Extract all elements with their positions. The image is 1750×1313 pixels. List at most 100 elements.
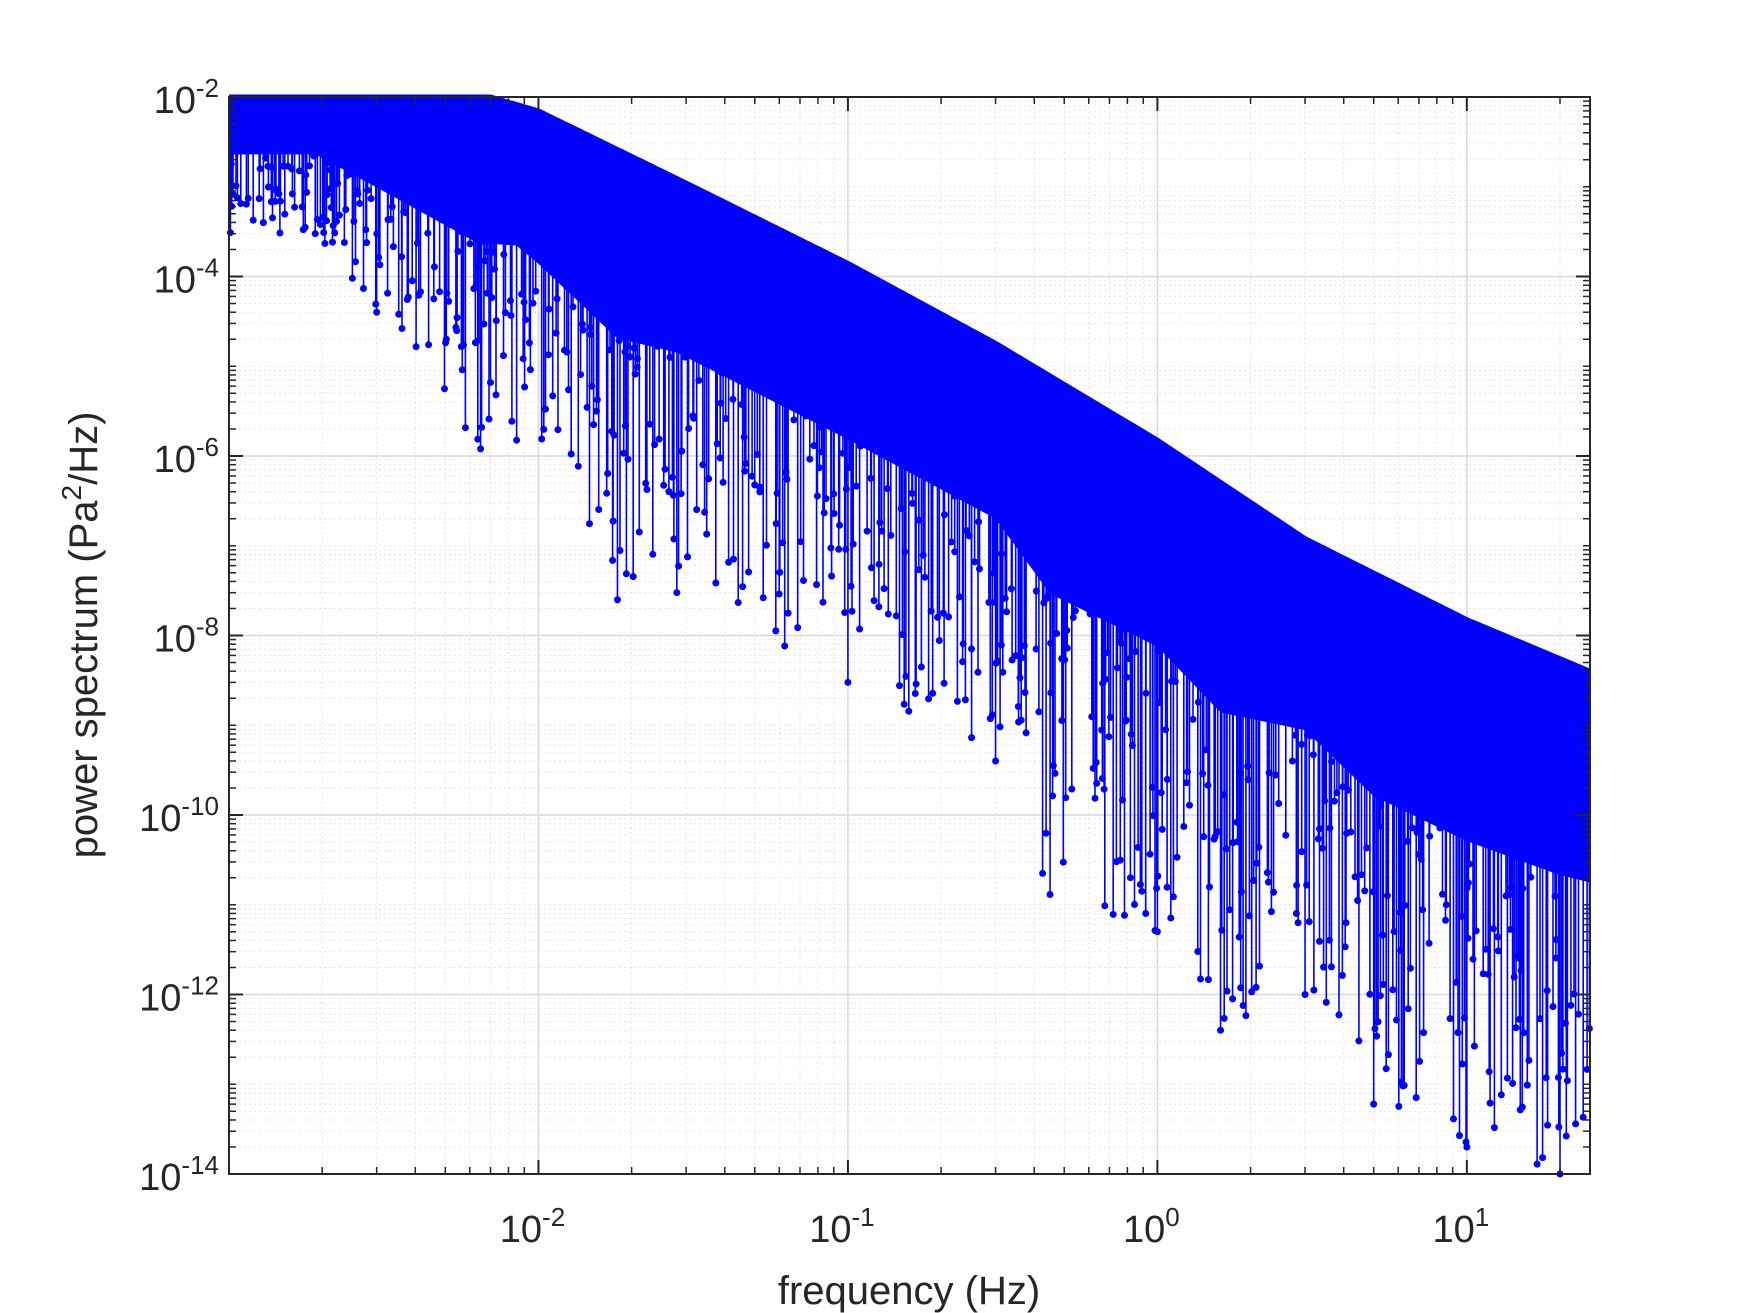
spectrum-point xyxy=(961,696,969,704)
spectrum-point xyxy=(615,337,623,345)
spectrum-point xyxy=(603,489,611,497)
spectrum-point xyxy=(1283,702,1291,710)
spectrum-point xyxy=(1425,939,1433,947)
spectrum-point xyxy=(646,420,654,428)
spectrum-point xyxy=(651,441,659,449)
spectrum-point xyxy=(1131,648,1139,655)
spectrum-point xyxy=(929,689,937,697)
x-tick-labels: 10-2 10-1 100 101 xyxy=(500,1202,1489,1251)
spectrum-point xyxy=(1305,918,1313,926)
spectrum-point xyxy=(948,538,956,546)
y-tick-label: 10-6 xyxy=(154,432,219,481)
spectrum-point xyxy=(1342,919,1350,927)
spectrum-point xyxy=(1442,901,1450,909)
spectrum-point xyxy=(975,518,983,526)
spectrum-point xyxy=(1062,794,1070,802)
spectrum-point xyxy=(1239,1002,1247,1009)
spectrum-point xyxy=(453,314,461,322)
spectrum-point xyxy=(794,624,802,632)
spectrum-point xyxy=(259,219,267,227)
spectrum-point xyxy=(609,556,617,564)
spectrum-point xyxy=(945,613,953,621)
spectrum-point xyxy=(819,598,827,606)
spectrum-point xyxy=(690,414,698,422)
spectrum-point xyxy=(1544,1121,1552,1129)
spectrum-point xyxy=(494,225,502,233)
spectrum-point xyxy=(1051,769,1059,777)
spectrum-point xyxy=(852,482,860,490)
spectrum-point xyxy=(759,594,767,602)
spectrum-point xyxy=(1509,1079,1517,1087)
spectrum-point xyxy=(974,668,982,676)
spectrum-point xyxy=(569,303,577,311)
spectrum-point xyxy=(540,425,548,433)
spectrum-point xyxy=(830,510,838,517)
spectrum-point xyxy=(649,550,657,558)
spectrum-point xyxy=(745,568,753,576)
spectrum-point xyxy=(1070,599,1078,607)
spectrum-point xyxy=(828,572,836,580)
y-axis-label: power spectrum (Pa2/Hz) xyxy=(56,412,106,859)
spectrum-point xyxy=(1235,933,1243,941)
spectrum-point xyxy=(256,165,264,173)
spectrum-point xyxy=(864,419,872,427)
spectrum-point xyxy=(1136,881,1144,888)
spectrum-point xyxy=(887,531,895,539)
spectrum-point xyxy=(940,679,948,687)
spectrum-point xyxy=(643,486,651,493)
spectrum-point xyxy=(542,405,549,413)
spectrum-dip-point xyxy=(1046,891,1054,899)
spectrum-point xyxy=(232,182,240,190)
spectrum-point xyxy=(1169,893,1177,901)
spectrum-point xyxy=(1527,873,1535,881)
spectrum-point xyxy=(1384,1051,1392,1059)
spectrum-point xyxy=(1406,964,1414,972)
spectrum-point xyxy=(712,579,720,587)
spectrum-point xyxy=(346,170,353,178)
spectrum-point xyxy=(271,197,279,205)
y-tick-base: 10 xyxy=(139,1157,181,1199)
spectrum-point xyxy=(951,548,959,556)
spectrum-point xyxy=(856,625,864,633)
y-tick-exp: -2 xyxy=(196,73,219,103)
spectrum-point xyxy=(841,609,849,616)
spectrum-point xyxy=(1101,902,1109,910)
spectrum-point xyxy=(1310,986,1318,994)
spectrum-point xyxy=(654,342,662,350)
spectrum-point xyxy=(1003,608,1011,616)
spectrum-point xyxy=(1158,825,1166,833)
x-tick-exp: -2 xyxy=(542,1202,565,1232)
spectrum-point xyxy=(1519,884,1527,892)
spectrum-point xyxy=(1401,902,1409,909)
spectrum-point xyxy=(1583,1065,1591,1073)
spectrum-point xyxy=(1464,879,1472,887)
spectrum-point xyxy=(1489,925,1497,933)
spectrum-point xyxy=(485,415,493,423)
spectrum-point xyxy=(863,527,871,535)
spectrum-point xyxy=(1575,1010,1582,1018)
spectrum-point xyxy=(1071,607,1079,615)
spectrum-point xyxy=(1122,716,1130,724)
spectrum-point xyxy=(1572,1120,1580,1128)
spectrum-point xyxy=(226,229,234,237)
spectrum-point xyxy=(822,495,830,503)
spectrum-point xyxy=(445,297,453,305)
spectrum-point xyxy=(1563,1077,1571,1085)
spectrum-point xyxy=(1226,906,1234,914)
spectrum-point xyxy=(276,229,284,237)
spectrum-point xyxy=(820,509,828,517)
spectrum-point xyxy=(1016,674,1024,682)
spectrum-point xyxy=(1163,775,1171,783)
spectrum-dip-point xyxy=(613,596,621,604)
spectrum-point xyxy=(1512,1024,1520,1032)
spectrum-point xyxy=(1032,645,1040,653)
spectrum-point xyxy=(1379,981,1387,988)
spectrum-point xyxy=(1450,1115,1457,1123)
spectrum-point xyxy=(480,320,488,328)
spectrum-point xyxy=(1022,729,1030,737)
spectrum-point xyxy=(677,490,685,498)
spectrum-point xyxy=(624,455,632,463)
spectrum-dip-point xyxy=(1153,928,1161,936)
spectrum-point xyxy=(660,481,668,489)
spectrum-series xyxy=(226,94,1593,1178)
